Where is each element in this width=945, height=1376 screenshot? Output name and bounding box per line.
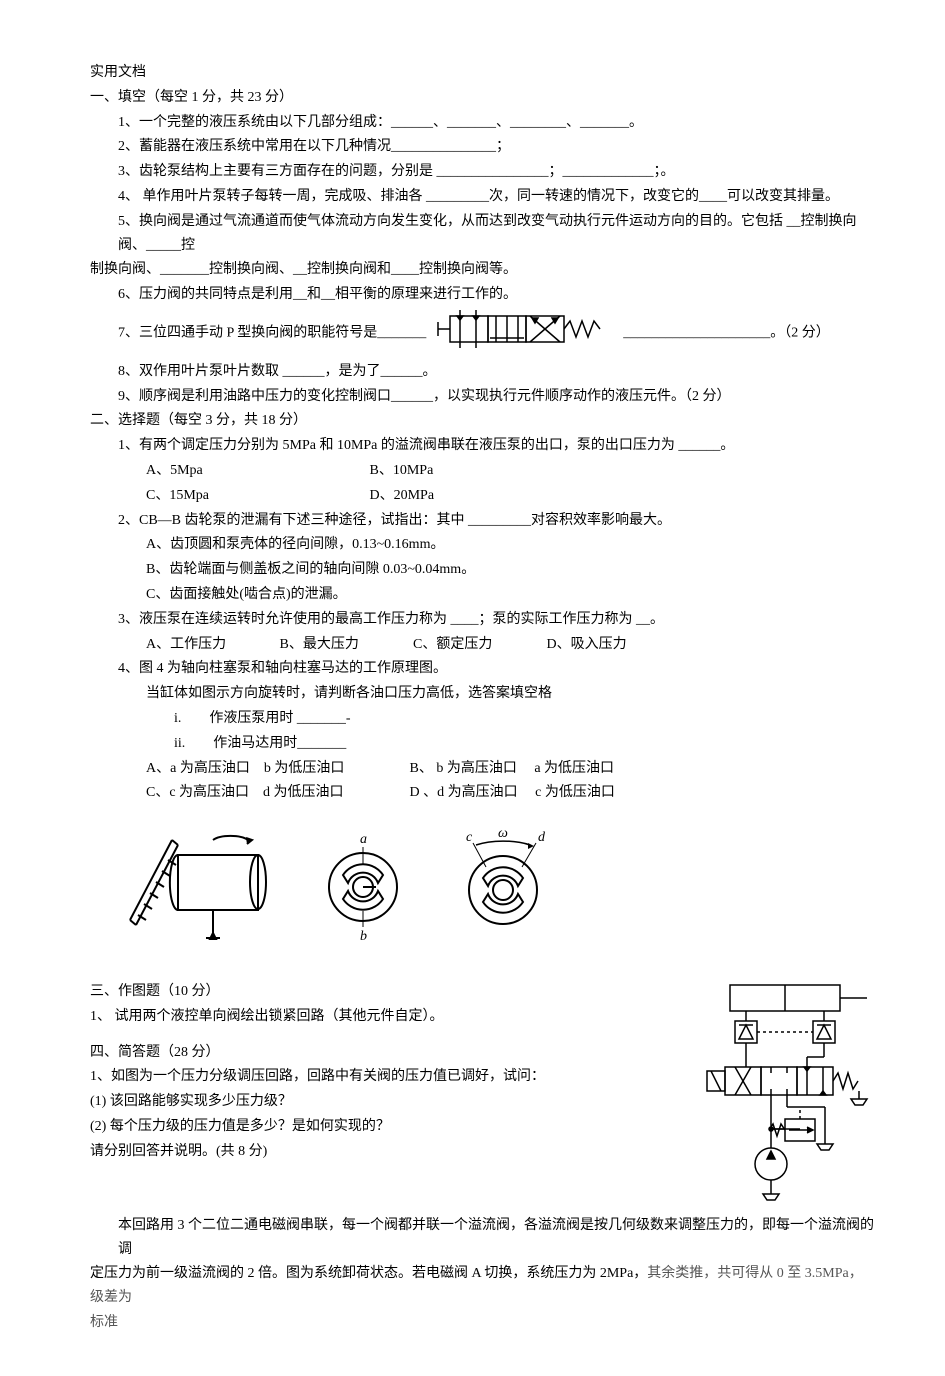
s2-q2-c: C、齿面接触处(啮合点)的泄漏。 <box>90 583 875 607</box>
s2-q1-d: D、20MPa <box>370 484 435 508</box>
s1-q3: 3、齿轮泵结构上主要有三方面存在的问题，分别是 ________________… <box>90 160 875 184</box>
s2-q4-row1: A、a 为高压油口 b 为低压油口 B、 b 为高压油口 a 为低压油口 <box>90 757 875 781</box>
s2-q4-d: D 、d 为高压油口 c 为低压油口 <box>410 781 615 805</box>
s2-q4-ii: ii. 作油马达用时_______ <box>90 732 875 756</box>
s1-q7b-text: _____________________。（2 分） <box>623 326 830 341</box>
s2-q1-row1: A、5Mpa B、10MPa <box>90 459 875 483</box>
figure-4-row: a b c ω d <box>90 820 875 959</box>
s1-q5a: 5、换向阀是通过气流通道而使气体流动方向发生变化，从而达到改变气动执行元件运动方… <box>90 210 875 258</box>
s1-q2: 2、蓄能器在液压系统中常用在以下几种情况_______________； <box>90 135 875 159</box>
label-d: d <box>538 830 546 845</box>
s2-q4-b: B、 b 为高压油口 a 为低压油口 <box>410 757 615 781</box>
s1-q5b: 制换向阀、_______控制换向阀、__控制换向阀和____控制换向阀等。 <box>90 258 875 282</box>
s4-q1: 1、如图为一个压力分级调压回路，回路中有关阀的压力值已调好，试问： <box>90 1065 660 1089</box>
port-ab-figure: a b <box>308 825 418 954</box>
label-a: a <box>360 832 367 847</box>
circuit-figure <box>675 979 875 1213</box>
s2-q3-b: B、最大压力 <box>280 633 410 657</box>
s2-q4-sub1: 当缸体如图示方向旋转时，请判断各油口压力高低，选答案填空格 <box>90 682 875 706</box>
section3-title: 三、作图题（10 分） <box>90 980 660 1004</box>
s4-sub2: (2) 每个压力级的压力值是多少？是如何实现的？ <box>90 1115 660 1139</box>
s2-q2-stem: 2、CB—B 齿轮泵的泄漏有下述三种途径，试指出：其中 _________对容积… <box>90 509 875 533</box>
s4-ansC: 标准 <box>90 1311 875 1335</box>
s1-q7: 7、三位四通手动 P 型换向阀的职能符号是_______ <box>90 308 875 359</box>
label-b: b <box>360 929 367 944</box>
s2-q1-c: C、15Mpa <box>146 484 366 508</box>
s2-q1-a: A、5Mpa <box>146 459 366 483</box>
s2-q3-c: C、额定压力 <box>413 633 543 657</box>
s2-q4-stem: 4、图 4 为轴向柱塞泵和轴向柱塞马达的工作原理图。 <box>90 657 875 681</box>
s2-q2-a: A、齿顶圆和泵壳体的径向间隙，0.13~0.16mm。 <box>90 533 875 557</box>
port-cd-figure: c ω d <box>438 825 573 954</box>
label-c: c <box>466 830 473 845</box>
section2-title: 二、选择题（每空 3 分，共 18 分） <box>90 409 875 433</box>
s1-q7a-text: 7、三位四通手动 P 型换向阀的职能符号是_______ <box>118 326 426 341</box>
s2-q4-row2: C、c 为高压油口 d 为低压油口 D 、d 为高压油口 c 为低压油口 <box>90 781 875 805</box>
s3-q1: 1、 试用两个液控单向阀绘出锁紧回路（其他元件自定）。 <box>90 1005 660 1029</box>
s2-q3-stem: 3、液压泵在连续运转时允许使用的最高工作压力称为 ____；泵的实际工作压力称为… <box>90 608 875 632</box>
s2-q1-row2: C、15Mpa D、20MPa <box>90 484 875 508</box>
section4-title: 四、简答题（28 分） <box>90 1041 660 1065</box>
s2-q4-i: i. 作液压泵用时 _______- <box>90 707 875 731</box>
s2-q2-b: B、齿轮端面与侧盖板之间的轴向间隙 0.03~0.04mm。 <box>90 558 875 582</box>
s1-q6: 6、压力阀的共同特点是利用__和__相平衡的原理来进行工作的。 <box>90 283 875 307</box>
s4-ansB-a: 定压力为前一级溢流阀的 2 倍。图为系统卸荷状态。若电磁阀 A 切换，系统压力为… <box>90 1266 647 1281</box>
s2-q3-opts: A、工作压力 B、最大压力 C、额定压力 D、吸入压力 <box>90 633 875 657</box>
s2-q4-a: A、a 为高压油口 b 为低压油口 <box>146 757 406 781</box>
s2-q1-b: B、10MPa <box>370 459 434 483</box>
s2-q3-a: A、工作压力 <box>146 633 276 657</box>
s2-q4-c: C、c 为高压油口 d 为低压油口 <box>146 781 406 805</box>
section1-title: 一、填空（每空 1 分，共 23 分） <box>90 86 875 110</box>
page-header: 实用文档 <box>90 61 875 85</box>
s4-ansA: 本回路用 3 个二位二通电磁阀串联，每一个阀都并联一个溢流阀，各溢流阀是按几何级… <box>90 1214 875 1262</box>
spacer <box>90 1030 660 1040</box>
s4-ansB: 定压力为前一级溢流阀的 2 倍。图为系统卸荷状态。若电磁阀 A 切换，系统压力为… <box>90 1262 875 1310</box>
s2-q3-d: D、吸入压力 <box>547 633 627 657</box>
s1-q9: 9、顺序阀是利用油路中压力的变化控制阀口______，以实现执行元件顺序动作的液… <box>90 385 875 409</box>
label-omega: ω <box>498 826 508 841</box>
s4-note: 请分别回答并说明。(共 8 分) <box>90 1140 660 1164</box>
s1-q4: 4、 单作用叶片泵转子每转一周，完成吸、排油各 _________次，同一转速的… <box>90 185 875 209</box>
piston-pump-figure <box>118 820 288 959</box>
valve-symbol-figure <box>430 308 620 359</box>
s2-q1-stem: 1、有两个调定压力分别为 5MPa 和 10MPa 的溢流阀串联在液压泵的出口，… <box>90 434 875 458</box>
s4-sub1: (1) 该回路能够实现多少压力级？ <box>90 1090 660 1114</box>
s1-q8: 8、双作用叶片泵叶片数取 ______，是为了______。 <box>90 360 875 384</box>
s1-q1: 1、一个完整的液压系统由以下几部分组成：______、_______、_____… <box>90 111 875 135</box>
